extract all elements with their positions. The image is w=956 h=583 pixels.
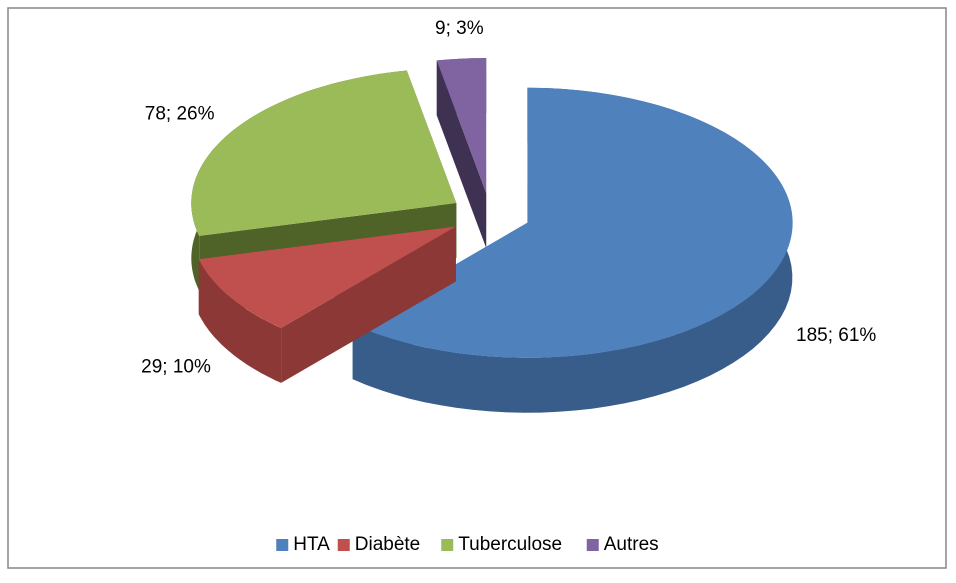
data-label: 185; 61% [796,325,876,346]
legend-swatch [441,539,453,551]
data-label: 9; 3% [435,18,484,39]
legend-label: HTA [293,534,330,555]
legend-label: Tuberculose [458,534,562,555]
data-label: 78; 26% [145,103,215,124]
legend-swatch [276,539,288,551]
legend-swatch [587,539,599,551]
legend-swatch [338,539,350,551]
legend-label: Autres [604,534,659,555]
data-label: 29; 10% [141,356,211,377]
legend-label: Diabète [355,534,421,555]
